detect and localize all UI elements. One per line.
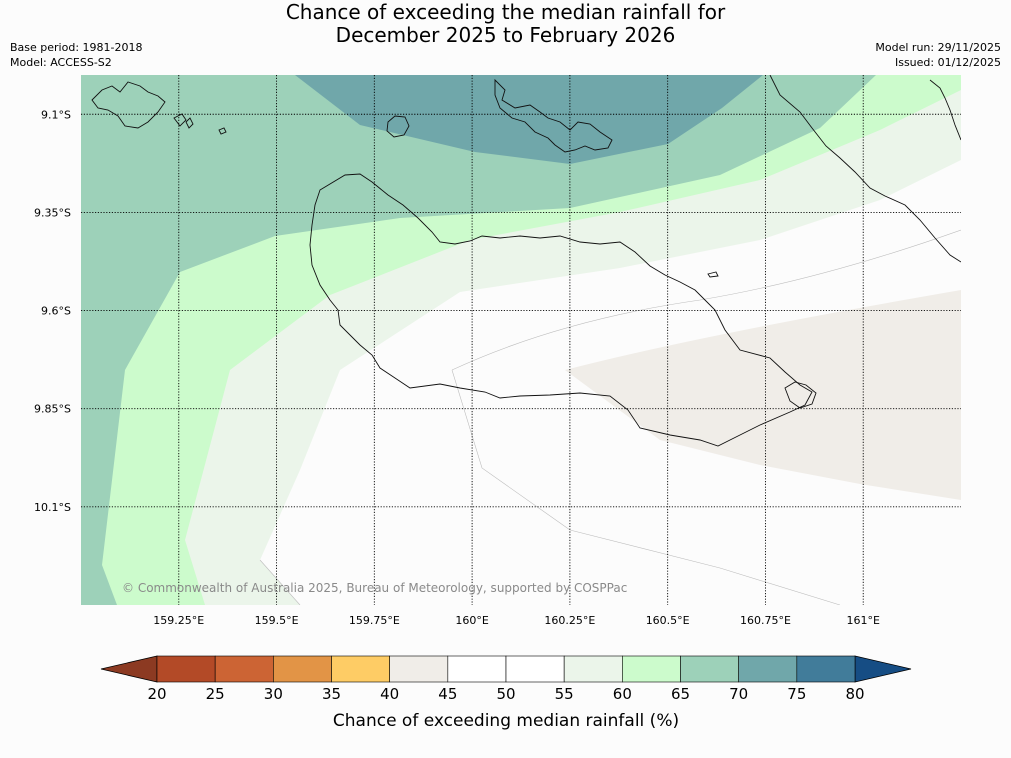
island-guadalcanal-coastline (309, 173, 813, 447)
small-islet-1 (173, 113, 187, 127)
lat-tick-label: 9.35°S (34, 206, 71, 219)
region-70-75 (295, 75, 763, 164)
faint-contour-3 (259, 559, 301, 605)
colorbar-tick-label: 60 (613, 685, 632, 703)
colorbar-segment (331, 655, 390, 683)
colorbar-segment (505, 655, 565, 683)
small-islet-3 (218, 127, 227, 135)
malaita-coastline (769, 75, 961, 263)
colorbar-tick-label: 45 (438, 685, 457, 703)
base-period-text: Base period: 1981-2018 (10, 41, 143, 54)
colorbar-tick-label: 80 (845, 685, 864, 703)
malaita-north-coastline (929, 79, 961, 141)
colorbar-legend: 20 25 30 35 40 45 50 55 60 65 70 75 80 (100, 655, 912, 703)
model-text: Model: ACCESS-S2 (10, 56, 112, 69)
lon-tick-label: 160.25°E (544, 614, 595, 627)
small-islet-2 (185, 117, 194, 129)
marau-islets (784, 381, 817, 409)
coastlines (91, 75, 961, 447)
colorbar-segment (156, 655, 216, 683)
colorbar-segment (389, 655, 449, 683)
colorbar-tick-label: 75 (787, 685, 806, 703)
lat-tick-label: 9.85°S (34, 403, 71, 416)
colorbar-segment (214, 655, 274, 683)
lon-tick-label: 161°E (846, 614, 879, 627)
copyright-text: © Commonwealth of Australia 2025, Bureau… (122, 581, 627, 595)
lon-tick-label: 159.5°E (255, 614, 299, 627)
colorbar-segment (273, 655, 332, 683)
colorbar-segment (563, 655, 623, 683)
colorbar-segment (447, 655, 507, 683)
chart-title-line1: Chance of exceeding the median rainfall … (285, 0, 726, 24)
mbokonimbeti-islet (707, 271, 719, 278)
colorbar-segment (680, 655, 739, 683)
region-45-50 (565, 290, 961, 500)
colorbar-label: Chance of exceeding median rainfall (%) (333, 711, 679, 731)
colorbar-tick-label: 30 (264, 685, 283, 703)
faint-contours (259, 229, 961, 605)
colorbar-tick-label: 55 (555, 685, 574, 703)
colorbar-tick-label: 35 (322, 685, 341, 703)
chart-title-line2: December 2025 to February 2026 (335, 23, 676, 47)
faint-contour-2 (451, 229, 961, 371)
faint-contour-1 (451, 369, 841, 605)
colorbar-extend-low (100, 655, 158, 683)
savo-island-coastline (386, 115, 410, 138)
lon-tick-label: 159.25°E (153, 614, 204, 627)
meta-left: Base period: 1981-2018 Model: ACCESS-S2 (10, 40, 142, 70)
colorbar-segment (796, 655, 856, 683)
colorbar-tick-label: 50 (496, 685, 515, 703)
issued-text: Issued: 01/12/2025 (894, 56, 1001, 69)
lat-tick-label: 10.1°S (34, 501, 71, 514)
colorbar-segment (738, 655, 798, 683)
region-65-70 (81, 75, 961, 605)
florida-islands-coastline (494, 78, 613, 153)
lon-tick-label: 160.5°E (646, 614, 690, 627)
colorbar-tick-label: 20 (147, 685, 166, 703)
probability-regions (81, 75, 961, 605)
lon-tick-label: 160°E (455, 614, 488, 627)
axis-tick-labels: 159.25°E 159.5°E 159.75°E 160°E 160.25°E 160.… (34, 108, 880, 627)
graticule (81, 75, 961, 605)
meta-right: Model run: 29/11/2025 Issued: 01/12/2025 (875, 40, 1001, 70)
lat-tick-label: 9.1°S (41, 108, 71, 121)
colorbar-extend-high (854, 655, 912, 683)
colorbar-tick-label: 40 (380, 685, 399, 703)
lon-tick-label: 159.75°E (349, 614, 400, 627)
model-run-text: Model run: 29/11/2025 (875, 41, 1001, 54)
colorbar-segment (622, 655, 681, 683)
colorbar-tick-label: 65 (671, 685, 690, 703)
lon-tick-label: 160.75°E (740, 614, 791, 627)
colorbar-tick-label: 25 (206, 685, 225, 703)
lat-tick-label: 9.6°S (41, 305, 71, 318)
colorbar-tick-label: 70 (729, 685, 748, 703)
map-area (81, 75, 961, 605)
